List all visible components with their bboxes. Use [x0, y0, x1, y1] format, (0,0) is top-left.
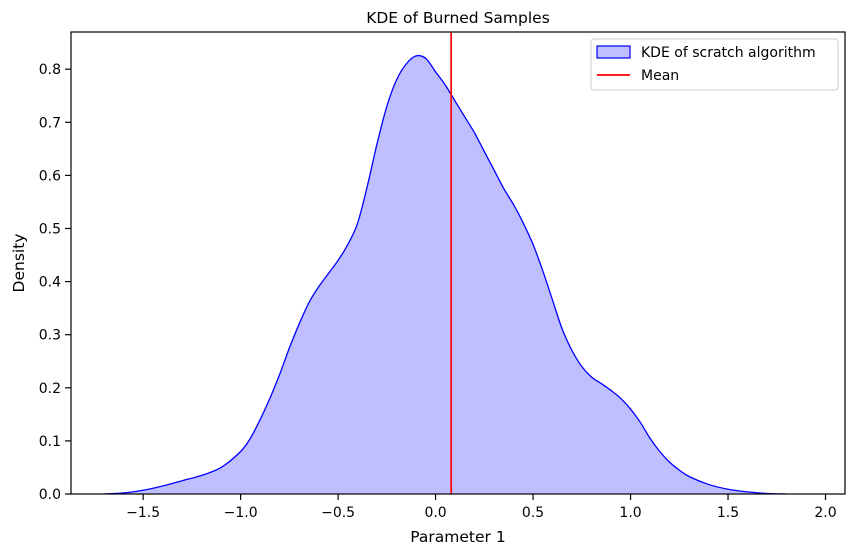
- y-axis-label: Density: [10, 234, 28, 293]
- legend-label-mean: Mean: [641, 68, 679, 84]
- y-tick-label: 0.5: [39, 221, 61, 237]
- x-tick-label: −0.5: [321, 505, 355, 521]
- plot-area: [70, 31, 846, 495]
- legend-label-kde: KDE of scratch algorithm: [641, 45, 816, 61]
- chart-title: KDE of Burned Samples: [366, 9, 550, 27]
- x-axis: −1.5 −1.0 −0.5 0.0 0.5 1.0 1.5 2.0: [126, 494, 837, 521]
- plot-frame: [70, 31, 846, 495]
- legend-swatch-kde: [596, 45, 631, 59]
- x-tick-label: 1.0: [619, 505, 641, 521]
- x-axis-label: Parameter 1: [410, 528, 505, 546]
- y-tick-label: 0.1: [39, 434, 61, 450]
- y-tick-label: 0.2: [39, 381, 61, 397]
- legend-box: [590, 38, 839, 91]
- kde-line: [104, 54, 787, 494]
- y-tick-label: 0.7: [39, 115, 61, 131]
- kde-area: [104, 55, 787, 494]
- y-tick-label: 0.3: [39, 328, 61, 344]
- y-tick-label: 0.6: [39, 168, 61, 184]
- y-tick-label: 0.4: [39, 275, 61, 291]
- x-tick-label: −1.5: [126, 505, 160, 521]
- x-tick-label: 0.5: [522, 505, 544, 521]
- x-tick-label: 1.5: [717, 505, 739, 521]
- y-tick-label: 0.0: [39, 487, 61, 503]
- legend: KDE of scratch algorithm Mean: [590, 38, 839, 91]
- x-tick-label: 2.0: [814, 505, 836, 521]
- x-tick-label: −1.0: [224, 505, 258, 521]
- y-tick-label: 0.8: [39, 62, 61, 78]
- x-tick-label: 0.0: [424, 505, 446, 521]
- y-axis: 0.0 0.1 0.2 0.3 0.4 0.5 0.6 0.7 0.8: [39, 62, 71, 503]
